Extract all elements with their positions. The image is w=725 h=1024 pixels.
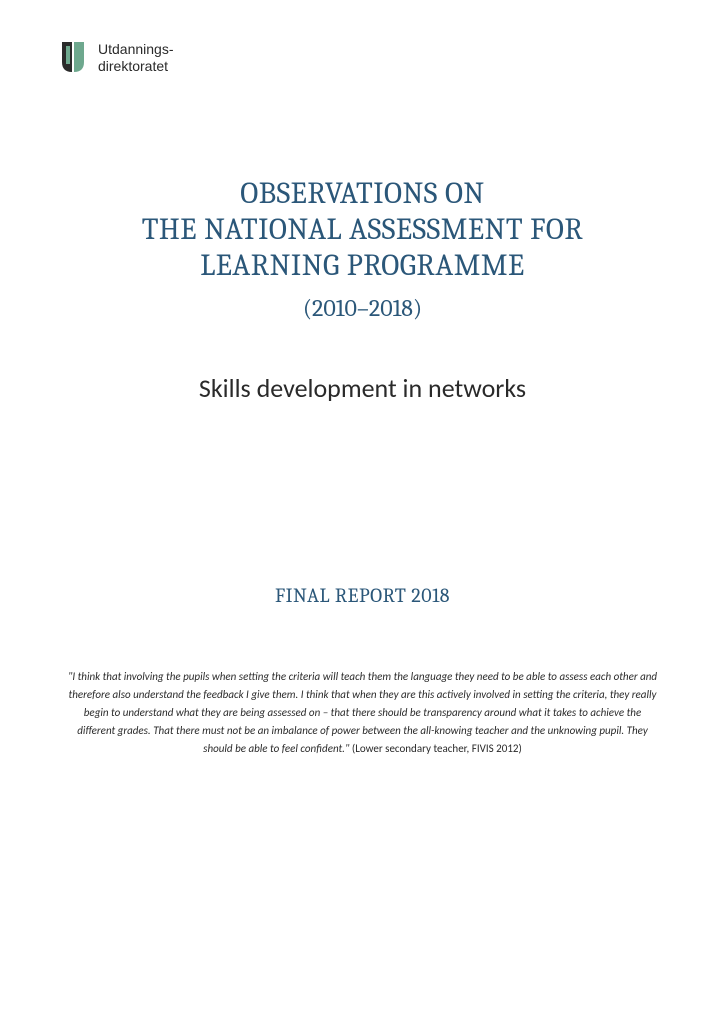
main-title: OBSERVATIONS ON THE NATIONAL ASSESSMENT … <box>60 176 665 284</box>
title-line3: LEARNING PROGRAMME <box>200 248 524 283</box>
logo-text-line1: Utdannings- <box>98 41 174 58</box>
title-line2: THE NATIONAL ASSESSMENT FOR <box>142 212 584 247</box>
subtitle: Skills development in networks <box>60 372 665 404</box>
logo-mark-icon <box>60 40 90 76</box>
report-label: FINAL REPORT 2018 <box>60 584 665 607</box>
date-range: (2010–2018) <box>60 294 665 322</box>
title-line1: OBSERVATIONS ON <box>240 176 484 211</box>
quote-source: (Lower secondary teacher, FIVIS 2012) <box>349 742 521 755</box>
logo-text-line2: direktoratet <box>98 58 174 75</box>
logo-text: Utdannings- direktoratet <box>98 41 174 75</box>
quote-block: "I think that involving the pupils when … <box>60 667 665 757</box>
logo: Utdannings- direktoratet <box>60 40 665 76</box>
